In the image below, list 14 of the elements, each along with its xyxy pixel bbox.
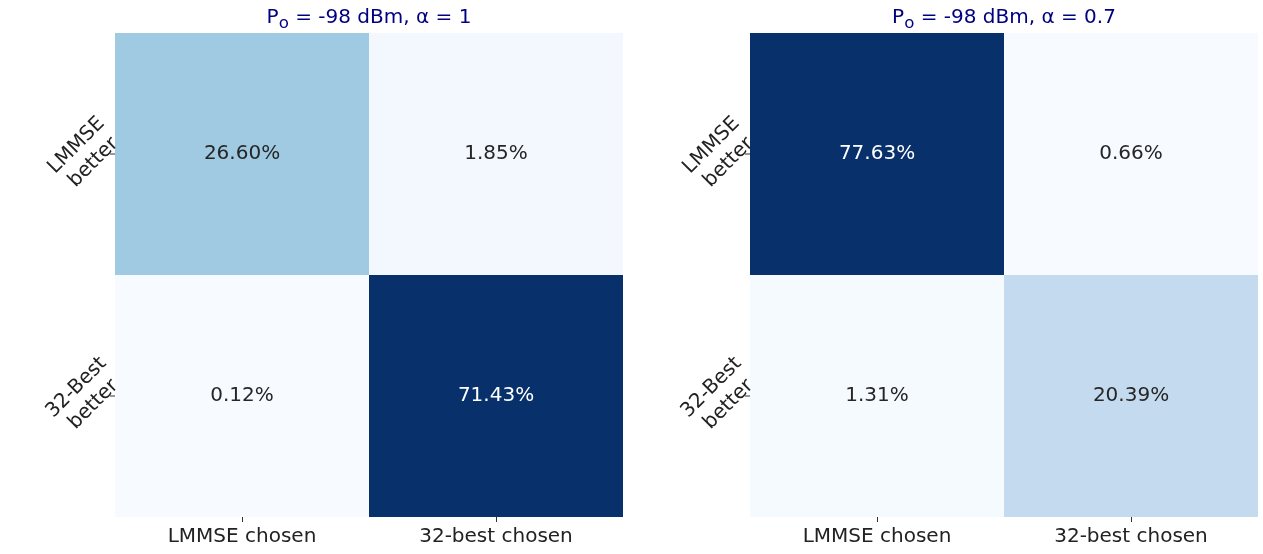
data-label: 20.39% — [1092, 382, 1170, 407]
data-label: 1.85% — [464, 140, 528, 165]
x-tick-label: 32-best chosen — [419, 523, 573, 548]
chart-title: P$_{o}$ = -98 dBm, α = 1 — [265, 4, 473, 32]
data-label: 1.31% — [845, 382, 909, 407]
x-tick-label: LMMSE chosen — [802, 523, 952, 548]
data-label: 71.43% — [457, 382, 535, 407]
data-label: 26.60% — [203, 140, 281, 165]
data-label: 0.12% — [210, 382, 274, 407]
x-tick-label: 32-best chosen — [1054, 523, 1208, 548]
chart-title: P$_{o}$ = -98 dBm, α = 0.7 — [891, 4, 1117, 32]
data-label: 77.63% — [838, 140, 916, 165]
data-label: 0.66% — [1099, 140, 1163, 165]
x-tick-label: LMMSE chosen — [167, 523, 317, 548]
